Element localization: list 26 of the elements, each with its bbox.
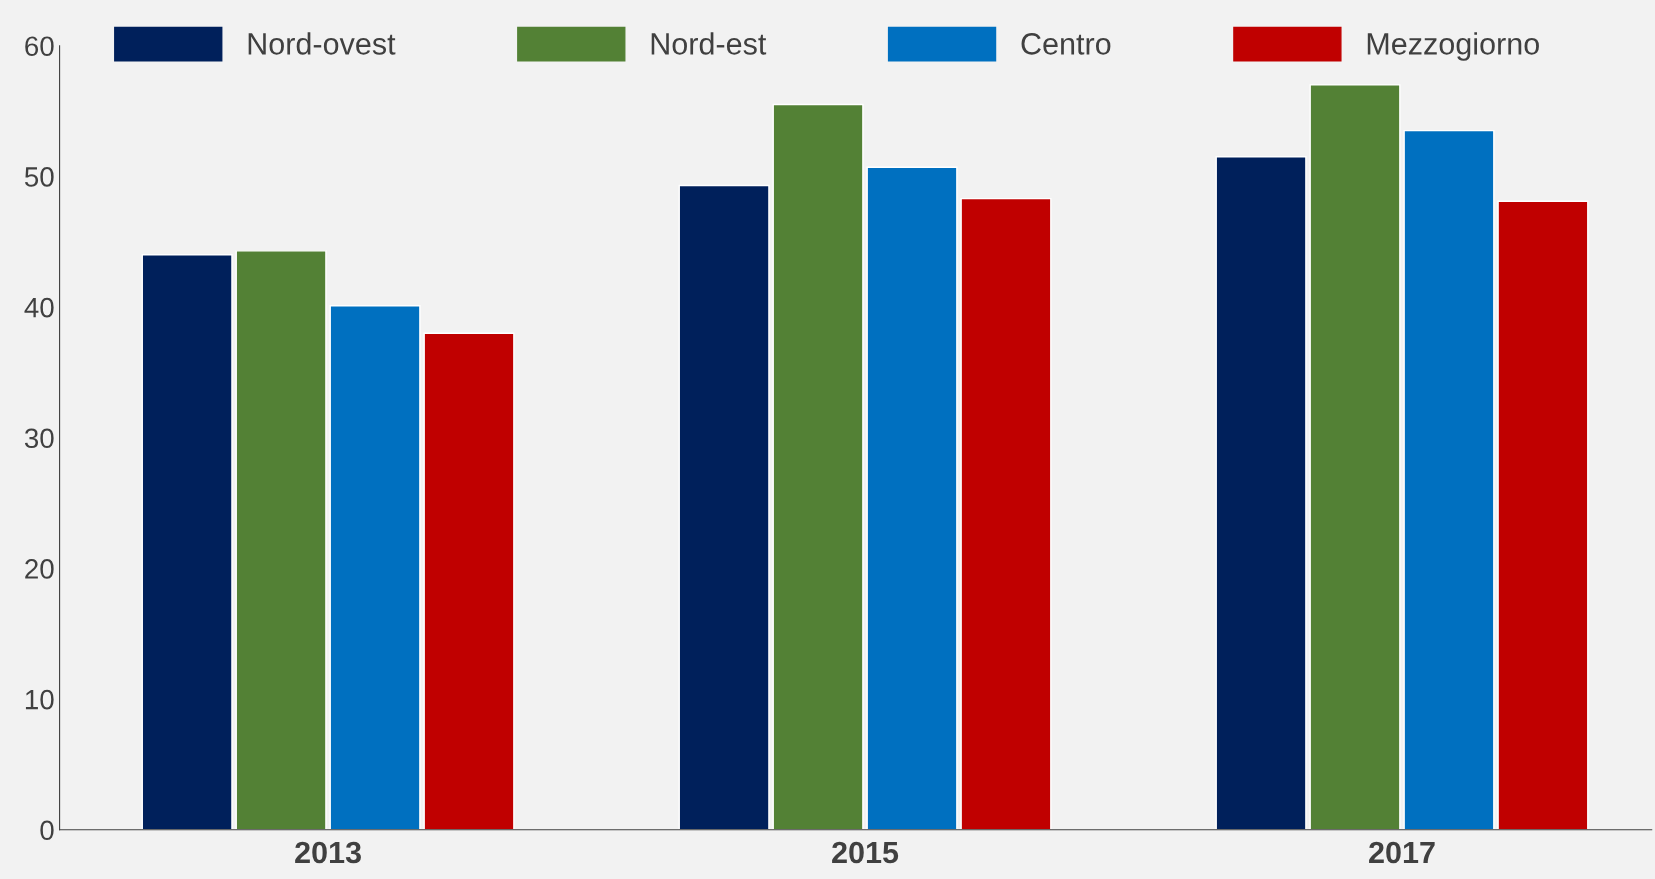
y-tick-label: 50	[24, 167, 54, 187]
bar	[772, 103, 864, 830]
bar	[1403, 129, 1495, 830]
y-tick-label: 10	[25, 689, 54, 710]
legend-label: Centro	[1021, 33, 1111, 55]
y-tick-label: 30	[24, 428, 54, 449]
bar	[866, 166, 958, 830]
legend-label: Nord-ovest	[248, 32, 396, 55]
bar	[423, 332, 515, 830]
bar	[1215, 156, 1307, 830]
bar	[1309, 84, 1401, 830]
bar	[960, 197, 1052, 830]
bar	[329, 305, 421, 830]
legend-label: Nord-est	[651, 32, 767, 55]
x-tick-label: 2015	[832, 841, 899, 864]
y-tick-label: 20	[25, 559, 54, 579]
bar	[235, 250, 327, 830]
x-tick-label: 2013	[295, 841, 361, 864]
x-tick-label: 2017	[1369, 841, 1435, 864]
bar	[678, 184, 770, 830]
y-tick-label: 60	[25, 36, 54, 57]
y-tick-label: 0	[40, 820, 54, 841]
y-tick-label: 40	[24, 297, 54, 318]
bar	[141, 254, 233, 830]
bar	[1497, 200, 1589, 830]
legend-label: Mezzogiorno	[1367, 32, 1539, 61]
